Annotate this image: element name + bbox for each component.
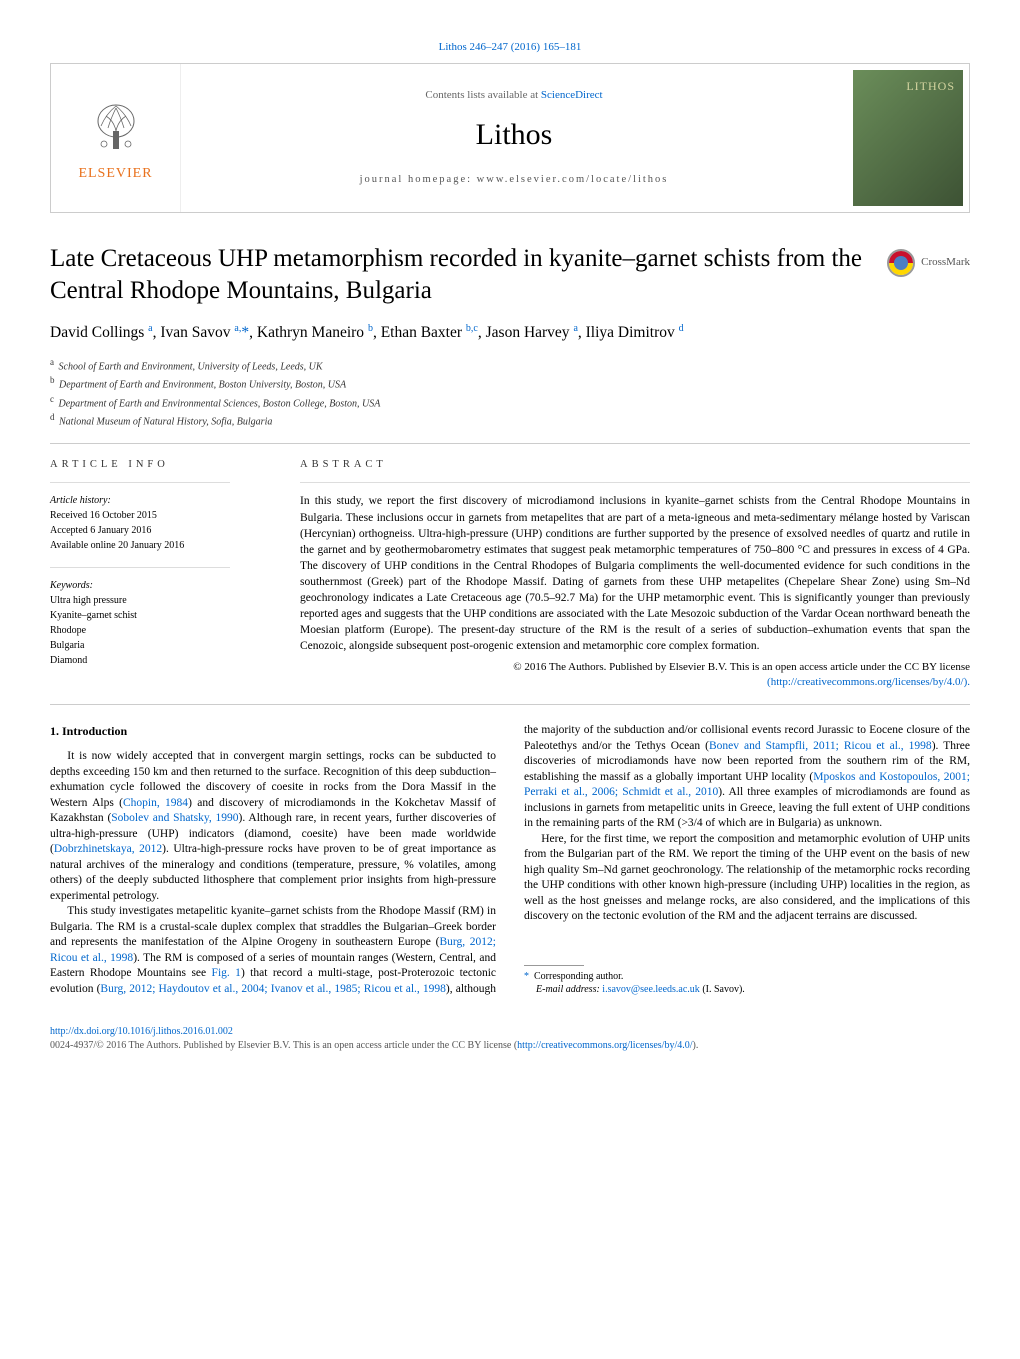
article-title: Late Cretaceous UHP metamorphism recorde… <box>50 243 867 308</box>
journal-homepage[interactable]: journal homepage: www.elsevier.com/locat… <box>360 173 669 187</box>
divider <box>50 482 230 483</box>
divider <box>50 704 970 705</box>
footer-license-link[interactable]: http://creativecommons.org/licenses/by/4… <box>517 1040 692 1051</box>
journal-cover-title: LITHOS <box>906 78 955 94</box>
affiliation-b: b Department of Earth and Environment, B… <box>50 374 970 392</box>
crossmark-label: CrossMark <box>921 255 970 270</box>
divider <box>50 443 970 444</box>
sciencedirect-link[interactable]: ScienceDirect <box>541 89 603 101</box>
crossmark-icon <box>887 249 915 277</box>
article-history-label: Article history: <box>50 493 270 508</box>
article-info-column: article info Article history: Received 1… <box>50 458 270 690</box>
section-heading-introduction: 1. Introduction <box>50 723 496 739</box>
elsevier-tree-icon <box>81 91 151 161</box>
online-date: Available online 20 January 2016 <box>50 538 270 553</box>
article-body: 1. Introduction It is now widely accepte… <box>50 723 970 997</box>
keywords-label: Keywords: <box>50 578 270 593</box>
affiliations-block: a School of Earth and Environment, Unive… <box>50 356 970 429</box>
received-date: Received 16 October 2015 <box>50 508 270 523</box>
license-link[interactable]: (http://creativecommons.org/licenses/by/… <box>767 676 970 688</box>
abstract-copyright: © 2016 The Authors. Published by Elsevie… <box>300 660 970 690</box>
affiliation-a: a School of Earth and Environment, Unive… <box>50 356 970 374</box>
abstract-text: In this study, we report the first disco… <box>300 493 970 654</box>
abstract-heading: abstract <box>300 458 970 472</box>
corresponding-email-link[interactable]: i.savov@see.leeds.ac.uk <box>602 984 700 995</box>
journal-header-center: Contents lists available at ScienceDirec… <box>181 64 847 212</box>
keyword: Diamond <box>50 653 270 668</box>
info-abstract-row: article info Article history: Received 1… <box>50 458 970 690</box>
keyword: Ultra high pressure <box>50 593 270 608</box>
elsevier-wordmark: ELSEVIER <box>78 165 152 184</box>
abstract-column: abstract In this study, we report the fi… <box>300 458 970 690</box>
body-paragraph: Here, for the first time, we report the … <box>524 832 970 925</box>
affiliation-c: c Department of Earth and Environmental … <box>50 393 970 411</box>
accepted-date: Accepted 6 January 2016 <box>50 523 270 538</box>
elsevier-logo[interactable]: ELSEVIER <box>51 64 181 212</box>
footer-bar: http://dx.doi.org/10.1016/j.lithos.2016.… <box>50 1025 970 1052</box>
journal-header: ELSEVIER Contents lists available at Sci… <box>50 63 970 213</box>
journal-cover-thumbnail[interactable]: LITHOS <box>853 70 963 206</box>
citation-line: Lithos 246–247 (2016) 165–181 <box>50 40 970 55</box>
body-paragraph: It is now widely accepted that in conver… <box>50 749 496 904</box>
crossmark-widget[interactable]: CrossMark <box>887 249 970 277</box>
doi-link[interactable]: http://dx.doi.org/10.1016/j.lithos.2016.… <box>50 1026 233 1037</box>
keyword: Rhodope <box>50 623 270 638</box>
authors-line: David Collings a, Ivan Savov a,*, Kathry… <box>50 322 970 344</box>
article-info-heading: article info <box>50 458 270 472</box>
contents-available-line: Contents lists available at ScienceDirec… <box>425 88 602 103</box>
footer-copyright: 0024-4937/© 2016 The Authors. Published … <box>50 1039 970 1053</box>
affiliation-d: d National Museum of Natural History, So… <box>50 411 970 429</box>
keyword: Bulgaria <box>50 638 270 653</box>
article-history: Article history: Received 16 October 201… <box>50 493 270 553</box>
corresponding-author-note: * Corresponding author. E-mail address: … <box>524 965 970 997</box>
journal-name: Lithos <box>476 115 553 156</box>
divider <box>300 482 970 483</box>
keyword: Kyanite–garnet schist <box>50 608 270 623</box>
keywords-block: Keywords: Ultra high pressure Kyanite–ga… <box>50 578 270 668</box>
divider <box>50 567 230 568</box>
